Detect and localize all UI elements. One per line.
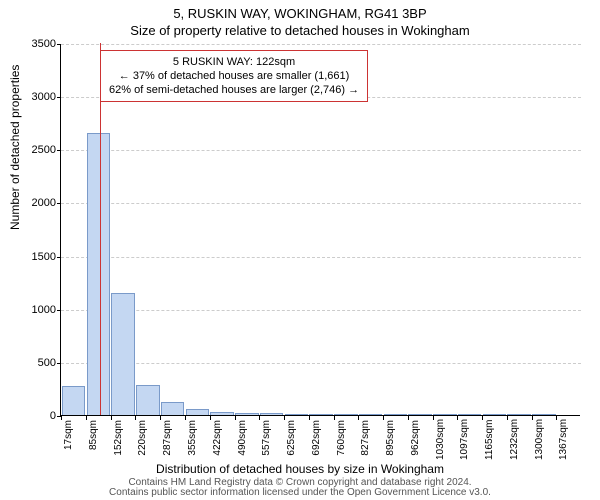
xtick-label: 1030sqm (435, 420, 446, 460)
xtick-label: 1232sqm (509, 420, 520, 460)
xtick-mark (334, 416, 335, 420)
ytick-label: 3500 (16, 38, 56, 50)
x-axis-label: Distribution of detached houses by size … (0, 462, 600, 476)
grid-line (61, 310, 581, 311)
histogram-bar (285, 414, 309, 415)
grid-line (61, 44, 581, 45)
xtick-mark (185, 416, 186, 420)
xtick-label: 287sqm (162, 420, 173, 460)
footer: Contains HM Land Registry data © Crown c… (0, 478, 600, 498)
info-box: 5 RUSKIN WAY: 122sqm ← 37% of detached h… (100, 50, 368, 102)
xtick-mark (358, 416, 359, 420)
ytick-label: 0 (16, 410, 56, 422)
page-title: 5, RUSKIN WAY, WOKINGHAM, RG41 3BP (0, 0, 600, 21)
histogram-bar (359, 414, 383, 415)
ytick-mark (57, 310, 61, 311)
xtick-label: 422sqm (212, 420, 223, 460)
histogram-bar (483, 414, 507, 415)
xtick-mark (284, 416, 285, 420)
xtick-mark (160, 416, 161, 420)
xtick-mark (383, 416, 384, 420)
ytick-label: 3000 (16, 91, 56, 103)
xtick-mark (507, 416, 508, 420)
ytick-label: 2000 (16, 197, 56, 209)
histogram-bar (62, 386, 86, 415)
ytick-mark (57, 203, 61, 204)
histogram-bar (186, 409, 210, 415)
ytick-mark (57, 97, 61, 98)
grid-line (61, 203, 581, 204)
chart-subtitle: Size of property relative to detached ho… (0, 21, 600, 42)
histogram-bar (309, 414, 333, 415)
xtick-label: 1367sqm (558, 420, 569, 460)
footer-line-2: Contains public sector information licen… (109, 487, 491, 498)
ytick-label: 500 (16, 357, 56, 369)
histogram-bar (111, 293, 135, 415)
info-line-1: 5 RUSKIN WAY: 122sqm (109, 55, 359, 69)
histogram-bar (260, 413, 284, 415)
ytick-mark (57, 44, 61, 45)
xtick-mark (235, 416, 236, 420)
xtick-label: 1300sqm (534, 420, 545, 460)
xtick-label: 490sqm (237, 420, 248, 460)
ytick-mark (57, 150, 61, 151)
ytick-label: 1500 (16, 251, 56, 263)
info-line-3: 62% of semi-detached houses are larger (… (109, 83, 359, 97)
xtick-mark (210, 416, 211, 420)
histogram-bar (458, 414, 482, 415)
xtick-label: 625sqm (286, 420, 297, 460)
xtick-mark (86, 416, 87, 420)
xtick-label: 962sqm (410, 420, 421, 460)
histogram-bar (87, 133, 111, 415)
xtick-label: 760sqm (336, 420, 347, 460)
xtick-mark (433, 416, 434, 420)
plot-container: 17sqm85sqm152sqm220sqm287sqm355sqm422sqm… (60, 44, 580, 416)
histogram-bar (161, 402, 185, 415)
xtick-label: 1097sqm (459, 420, 470, 460)
ytick-mark (57, 257, 61, 258)
info-line-2: ← 37% of detached houses are smaller (1,… (109, 69, 359, 83)
xtick-mark (408, 416, 409, 420)
histogram-bar (334, 414, 358, 415)
histogram-bar (235, 413, 259, 415)
histogram-bar (210, 412, 234, 415)
histogram-bar (136, 385, 160, 415)
grid-line (61, 363, 581, 364)
xtick-mark (482, 416, 483, 420)
histogram-bar (433, 414, 457, 415)
xtick-label: 557sqm (261, 420, 272, 460)
histogram-bar (532, 414, 556, 415)
xtick-label: 827sqm (360, 420, 371, 460)
xtick-label: 85sqm (88, 420, 99, 460)
xtick-label: 152sqm (113, 420, 124, 460)
xtick-label: 1165sqm (484, 420, 495, 460)
ytick-mark (57, 363, 61, 364)
histogram-bar (384, 414, 408, 415)
xtick-label: 692sqm (311, 420, 322, 460)
ytick-label: 1000 (16, 304, 56, 316)
grid-line (61, 257, 581, 258)
xtick-mark (61, 416, 62, 420)
xtick-mark (111, 416, 112, 420)
xtick-mark (259, 416, 260, 420)
xtick-label: 220sqm (137, 420, 148, 460)
xtick-label: 17sqm (63, 420, 74, 460)
xtick-label: 355sqm (187, 420, 198, 460)
histogram-bar (408, 414, 432, 415)
grid-line (61, 150, 581, 151)
histogram-bar (507, 414, 531, 415)
xtick-mark (532, 416, 533, 420)
ytick-label: 2500 (16, 144, 56, 156)
xtick-mark (309, 416, 310, 420)
xtick-label: 895sqm (385, 420, 396, 460)
